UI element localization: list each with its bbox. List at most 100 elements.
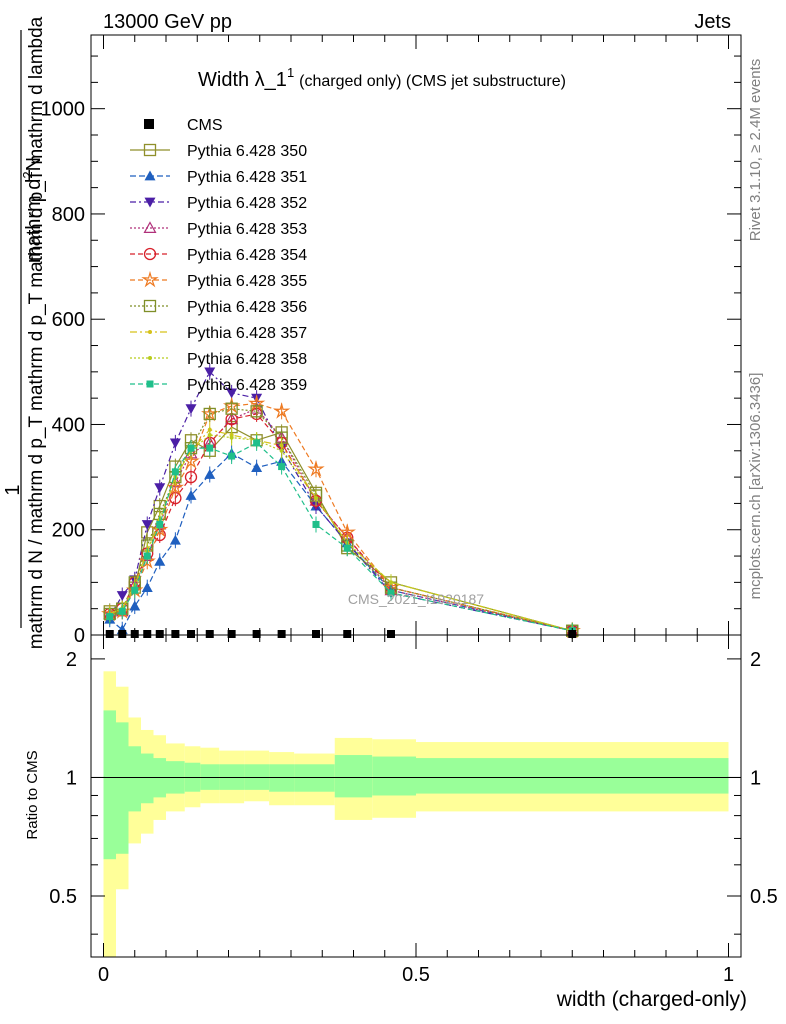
ratio-inner-band [294,764,335,792]
chart-title: Width λ_11 (charged only) (CMS jet substr… [198,65,566,91]
ratio-y-tick-label: 0.5 [750,886,778,908]
cms-data-point [312,630,320,638]
data-point [206,444,214,452]
legend-entry-cms: CMS [144,117,223,134]
series-line [109,434,573,632]
x-tick-label: 0 [98,964,109,986]
title-rest: (charged only) (CMS jet substructure) [299,73,566,90]
series-line [109,402,573,632]
series-group [101,394,581,639]
y-tick-label: 1000 [41,99,86,121]
ylabel-denominator: mathrm d N / mathrm d p_T mathrm d p_T m… [26,16,47,649]
data-point [204,367,216,378]
data-point [226,388,238,399]
legend-label: Pythia 6.428 359 [187,377,307,394]
data-point [169,438,181,449]
rivet-version-label: Rivet 3.1.10, ≥ 2.4M events [747,59,764,242]
legend-label: CMS [187,117,223,134]
data-point [143,299,157,313]
legend-entry: Pythia 6.428 354 [130,247,307,264]
x-tick-label: 1 [723,964,734,986]
legend-label: Pythia 6.428 354 [187,247,307,264]
data-point [314,496,318,501]
cms-data-point [155,630,164,638]
main-y-axis-label: 1 mathrm d2N mathrm d N / mathrm d p_T m… [2,16,47,649]
ratio-y-tick-label: 1 [66,767,77,789]
series-line [109,426,573,632]
legend: CMS Pythia 6.428 350 Pythia 6.428 351 Pythi… [130,117,307,394]
data-point [116,591,128,602]
ratio-plot-panel: 0.5 0.51 12 2 0 0.5 1 Ratio to CMS width (cha… [24,634,778,1011]
y-tick-label: 600 [52,309,85,331]
data-point [143,247,157,261]
cms-data-point [205,630,214,638]
data-point [169,534,181,545]
ratio-y-tick-label: 2 [750,649,761,671]
legend-label: Pythia 6.428 355 [187,273,307,290]
data-point [154,483,166,494]
legend-label: Pythia 6.428 357 [187,325,307,342]
data-point [106,613,114,621]
ratio-inner-band [372,756,416,796]
y-tick-label: 200 [52,520,85,542]
cms-data-point [252,630,261,638]
data-point [228,452,236,460]
cms-data-point [105,630,114,638]
cms-data-point [187,630,195,638]
series-line [109,413,573,632]
data-point [143,552,151,560]
data-point [141,520,153,530]
ratio-inner-band [128,746,141,812]
legend-label: Pythia 6.428 356 [187,299,307,316]
data-point [146,380,154,388]
data-point [154,555,166,566]
legend-entry: Pythia 6.428 357 [130,325,307,342]
legend-entry: Pythia 6.428 351 [130,169,307,186]
legend-label: Pythia 6.428 351 [187,169,307,186]
data-point [279,448,284,453]
title-main: Width λ_1 [198,69,287,91]
data-point [143,221,157,233]
data-point [118,607,126,615]
data-point [251,462,263,473]
legend-entry: Pythia 6.428 355 [130,270,307,290]
data-point [187,444,195,452]
ratio-y-tick-label: 0.5 [49,886,77,908]
series-group [106,434,576,639]
legend-marker [144,119,154,129]
legend-label: Pythia 6.428 353 [187,221,307,238]
legend-entry: Pythia 6.428 350 [130,143,307,160]
legend-label: Pythia 6.428 350 [187,143,307,160]
data-point [185,404,197,415]
legend-entry: Pythia 6.428 356 [130,299,307,316]
cms-data-point [277,630,286,638]
legend-entry: Pythia 6.428 353 [130,221,307,238]
ratio-inner-band [141,753,154,804]
header-jets-label: Jets [694,11,731,33]
data-point [144,197,156,208]
y-tick-label: 800 [52,204,85,226]
ratio-inner-band [269,764,295,792]
cms-data-point [118,630,127,638]
y-tick-label: 400 [52,414,85,436]
x-tick-label: 0.5 [402,964,430,986]
data-point [184,470,198,484]
data-point [272,402,291,419]
ratio-x-ticks: 0 0.5 1 [98,635,734,986]
cms-data-point [227,630,236,638]
data-point [253,439,261,447]
data-point [278,463,286,471]
ratio-y-tick-label: 1 [750,767,761,789]
ratio-inner-band [416,758,729,794]
ratio-inner-band [334,755,373,798]
ratio-y-ticks: 0.5 0.5 1 1 2 2 [49,649,778,935]
legend-entry: Pythia 6.428 358 [130,351,307,368]
ratio-bands [103,671,729,957]
data-point [225,402,238,415]
data-point [204,468,216,479]
svg-text:mathrm d2N: mathrm d2N [20,157,45,263]
ratio-y-axis-label: Ratio to CMS [24,750,41,839]
legend-entry: Pythia 6.428 352 [130,195,307,212]
data-point [171,468,179,476]
mcplots-label: mcplots.cern.ch [arXiv:1306.3436] [747,373,764,600]
